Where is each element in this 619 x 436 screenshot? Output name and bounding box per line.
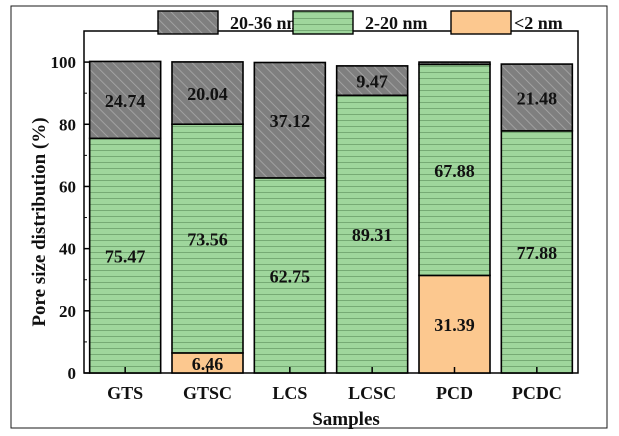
data-label-gts-2-20-nm: 75.47 bbox=[105, 247, 146, 267]
x-tick-label-gts: GTS bbox=[107, 383, 143, 403]
data-label-gtsc-20-36-nm: 20.04 bbox=[187, 84, 228, 104]
data-label-lcs-2-20-nm: 62.75 bbox=[270, 266, 311, 286]
data-label-pcdc-20-36-nm: 21.48 bbox=[517, 88, 558, 108]
data-label-lcsc-20-36-nm: 9.47 bbox=[356, 72, 388, 92]
x-tick-label-lcs: LCS bbox=[272, 383, 307, 403]
legend-label-20-36-nm: 20-36 nm bbox=[230, 13, 302, 33]
bar-lcsc-20-36-nm bbox=[335, 65, 409, 97]
data-label-pcd-2-20-nm: 67.88 bbox=[434, 161, 475, 181]
data-label-lcsc-2-20-nm: 89.31 bbox=[352, 225, 393, 245]
bar-pcdc-2-20-nm bbox=[500, 130, 574, 374]
bar-lcs-20-36-nm bbox=[253, 61, 327, 179]
figure-frame bbox=[10, 5, 608, 429]
bar-gts-20-36-nm bbox=[88, 60, 162, 140]
bar-pcd-20-36-nm bbox=[418, 61, 491, 66]
y-tick-label: 60 bbox=[59, 177, 76, 196]
y-tick-label: 20 bbox=[59, 302, 76, 321]
bar-pcd-2-nm bbox=[418, 274, 491, 374]
y-tick-label: 100 bbox=[51, 53, 77, 72]
x-tick-label-pcdc: PCDC bbox=[512, 383, 562, 403]
data-label-pcd-2-nm: 31.39 bbox=[434, 315, 475, 335]
bar-gtsc-20-36-nm bbox=[171, 61, 244, 126]
plot-area: 0 20 40 60 80 100 GTS GTSC LCS LCSC PCD PCDC 24.74 75… bbox=[51, 30, 579, 403]
x-tick-label-lcsc: LCSC bbox=[348, 383, 396, 403]
data-label-pcdc-2-20-nm: 77.88 bbox=[517, 243, 558, 263]
y-tick-label: 0 bbox=[68, 364, 77, 383]
y-tick-label: 40 bbox=[59, 240, 76, 259]
legend-label-2-20-nm: 2-20 nm bbox=[365, 13, 428, 33]
legend-label-2-nm: <2 nm bbox=[514, 13, 563, 33]
bar-lcsc-2-20-nm bbox=[335, 94, 409, 374]
legend: 20-36 nm 2-20 nm <2 nm bbox=[157, 10, 563, 35]
data-label-lcs-20-36-nm: 37.12 bbox=[270, 111, 311, 131]
legend-swatch-2-nm bbox=[450, 10, 512, 35]
legend-swatch-20-36-nm bbox=[157, 10, 219, 35]
x-tick-label-pcd: PCD bbox=[436, 383, 473, 403]
x-axis-label: Samples bbox=[312, 409, 380, 430]
x-tick-label-gtsc: GTSC bbox=[183, 383, 232, 403]
bar-gtsc-2-20-nm bbox=[171, 123, 244, 354]
y-tick-label: 80 bbox=[59, 115, 76, 134]
data-label-gtsc-2-nm: 6.46 bbox=[192, 354, 224, 374]
y-axis-label: Pore size distribution (%) bbox=[29, 117, 50, 326]
bar-pcdc-20-36-nm bbox=[500, 63, 574, 132]
data-label-gts-20-36-nm: 24.74 bbox=[105, 91, 146, 111]
data-label-gtsc-2-20-nm: 73.56 bbox=[187, 230, 228, 250]
legend-swatch-2-20-nm bbox=[292, 10, 354, 35]
bar-lcs-2-20-nm bbox=[253, 177, 327, 374]
bar-pcd-2-20-nm bbox=[418, 63, 491, 277]
